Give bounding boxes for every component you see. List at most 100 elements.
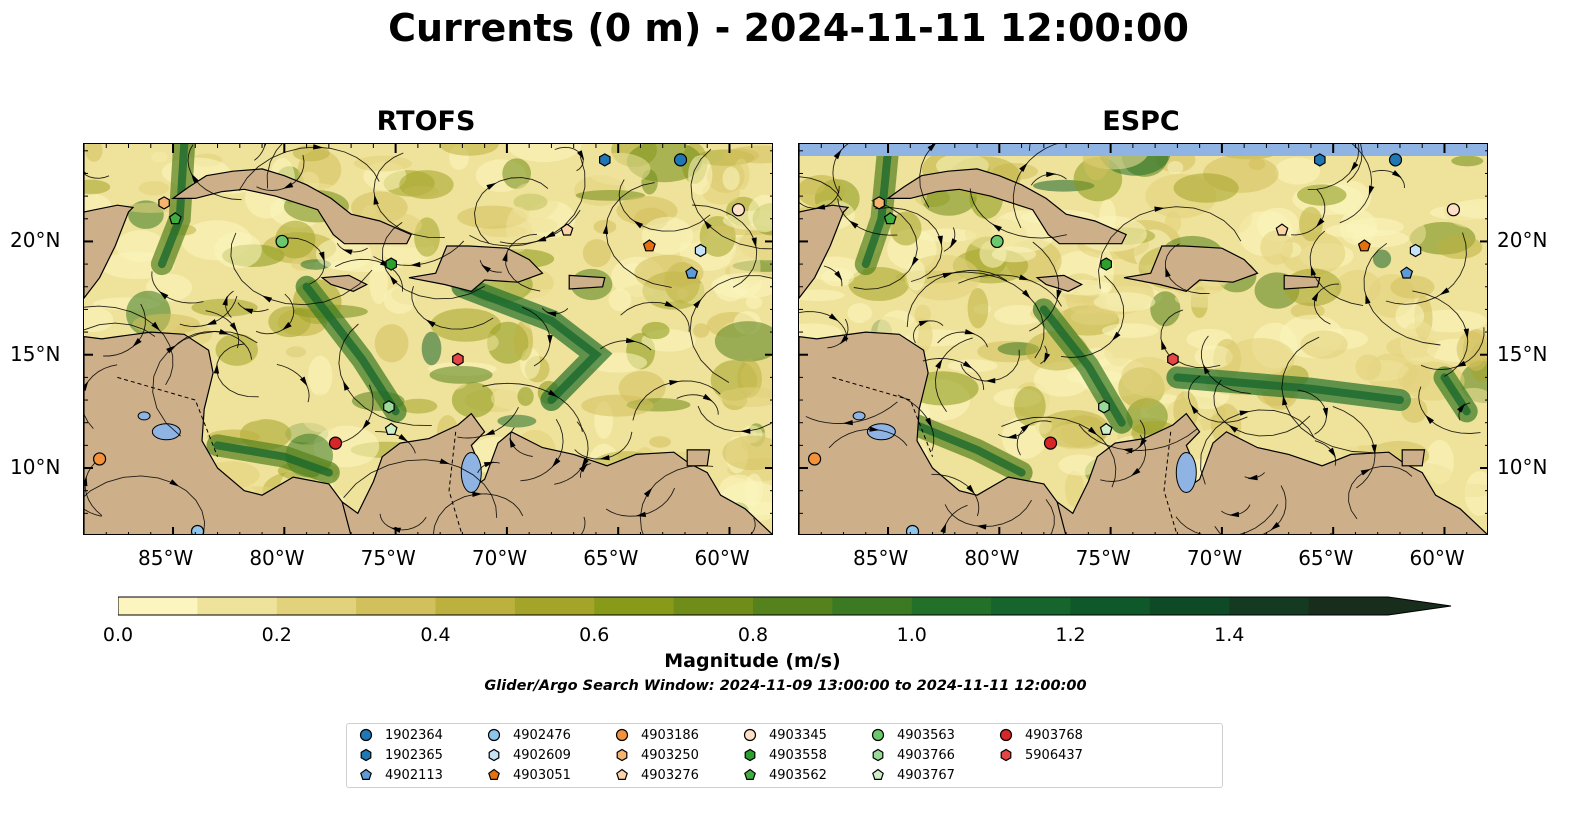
platform-marker-4903051 [642,239,656,252]
legend-label: 4903563 [897,727,955,743]
legend-marker [615,728,629,742]
map-panel-espc[interactable] [798,143,1488,535]
pentagon-marker-icon [616,768,628,780]
platform-marker-1902364 [1388,153,1403,167]
legend-label: 4903051 [513,767,571,783]
legend-marker [999,728,1013,742]
legend-label: 4903767 [897,767,955,783]
legend-label: 4903562 [769,767,827,783]
legend-marker [487,728,501,742]
lon-tick-label: 70°W [1186,546,1243,570]
legend-label: 4903766 [897,747,955,763]
legend-marker [743,728,757,742]
platform-marker-5906437 [1167,352,1179,366]
platform-marker-4903563 [990,234,1004,249]
platform-marker-1902364 [673,153,688,167]
legend-marker [872,748,884,762]
legend-item: 4903768 [999,726,1083,744]
platform-marker-4903766 [1098,400,1110,414]
legend-item: 5906437 [999,746,1083,764]
lat-tick-label-left: 10°N [10,455,61,480]
circle-marker-icon [359,728,373,742]
pentagon-marker-icon [488,768,500,780]
lon-tick-label: 75°W [1075,546,1131,570]
platform-marker-1902365 [1314,153,1326,167]
lat-tick-label-left: 15°N [10,341,61,366]
panel-title-rtofs: RTOFS [376,106,476,137]
hexagon-marker-icon [744,748,756,762]
colorbar [117,596,1453,620]
legend-label: 4903250 [641,747,699,763]
legend-item: 4903563 [871,726,955,744]
platform-marker-1902365 [599,153,611,167]
platform-marker-4903345 [731,203,745,217]
hexagon-marker-icon [616,748,628,762]
circle-marker-icon [487,728,501,742]
colorbar-tick-label: 0.0 [102,624,134,646]
platform-marker-4903186 [807,452,822,466]
platform-marker-4902609 [1409,243,1422,258]
legend-item: 4902113 [359,766,443,784]
lon-tick-label: 65°W [1298,546,1354,570]
legend-item: 4903345 [743,726,827,744]
platform-marker-4902476 [905,524,920,534]
platform-marker-4903051 [1357,239,1371,252]
colorbar-segment [118,597,198,615]
colorbar-segment [1308,597,1389,615]
legend-marker [744,748,756,762]
lat-tick-label-right: 10°N [1497,455,1548,480]
legend-item: 4902609 [487,746,571,764]
legend-item: 4903186 [615,726,699,744]
colorbar-segment [753,597,833,615]
legend-marker [616,748,628,762]
platform-marker-4903768 [328,436,343,450]
platform-marker-4902113 [685,266,699,279]
legend-label: 4902113 [385,767,443,783]
legend-label: 4903186 [641,727,699,743]
platform-marker-4903345 [1446,203,1460,217]
legend-label: 1902364 [385,727,443,743]
platform-marker-4903276 [1275,223,1289,236]
colorbar-tick-label: 1.2 [1055,624,1086,646]
lon-tick-label: 80°W [249,546,305,570]
platform-marker-4903766 [383,400,395,414]
colorbar-segment [276,597,357,615]
legend-item: 4903558 [743,746,827,764]
platform-marker-4903767 [1099,422,1113,435]
legend-item: 4903250 [615,746,699,764]
legend-item: 4903562 [743,766,827,784]
circle-marker-icon [871,728,885,742]
legend-marker [360,768,372,780]
lon-tick-label: 65°W [583,546,639,570]
map-panel-rtofs[interactable] [83,143,773,535]
legend-label: 4903558 [769,747,827,763]
legend-label: 4902609 [513,747,571,763]
legend-marker [871,728,885,742]
platform-marker-4903767 [384,422,398,435]
legend-item: 4903766 [871,746,955,764]
platform-marker-4903563 [275,234,289,249]
colorbar-tick-label: 0.8 [737,624,769,646]
platform-marker-4902476 [190,524,205,534]
legend-label: 4903345 [769,727,827,743]
pentagon-marker-icon [744,768,756,780]
colorbar-segment [197,597,278,615]
colorbar-tick-label: 0.2 [261,624,292,646]
legend-marker [488,768,500,780]
circle-marker-icon [615,728,629,742]
platform-marker-4903250 [873,196,885,210]
colorbar-segment [911,597,992,615]
colorbar-segment [514,597,595,615]
colorbar-segment [832,597,913,615]
legend-marker [872,768,884,780]
platform-marker-4903562 [168,212,182,225]
legend-marker [360,748,372,762]
legend-item: 1902364 [359,726,443,744]
hexagon-marker-icon [488,748,500,762]
platform-marker-4903250 [158,196,170,210]
legend-item: 4903276 [615,766,699,784]
colorbar-segment [356,597,436,615]
lon-tick-label: 85°W [138,546,194,570]
colorbar-tick-label: 0.4 [420,624,451,646]
colorbar-segment [1149,597,1230,615]
